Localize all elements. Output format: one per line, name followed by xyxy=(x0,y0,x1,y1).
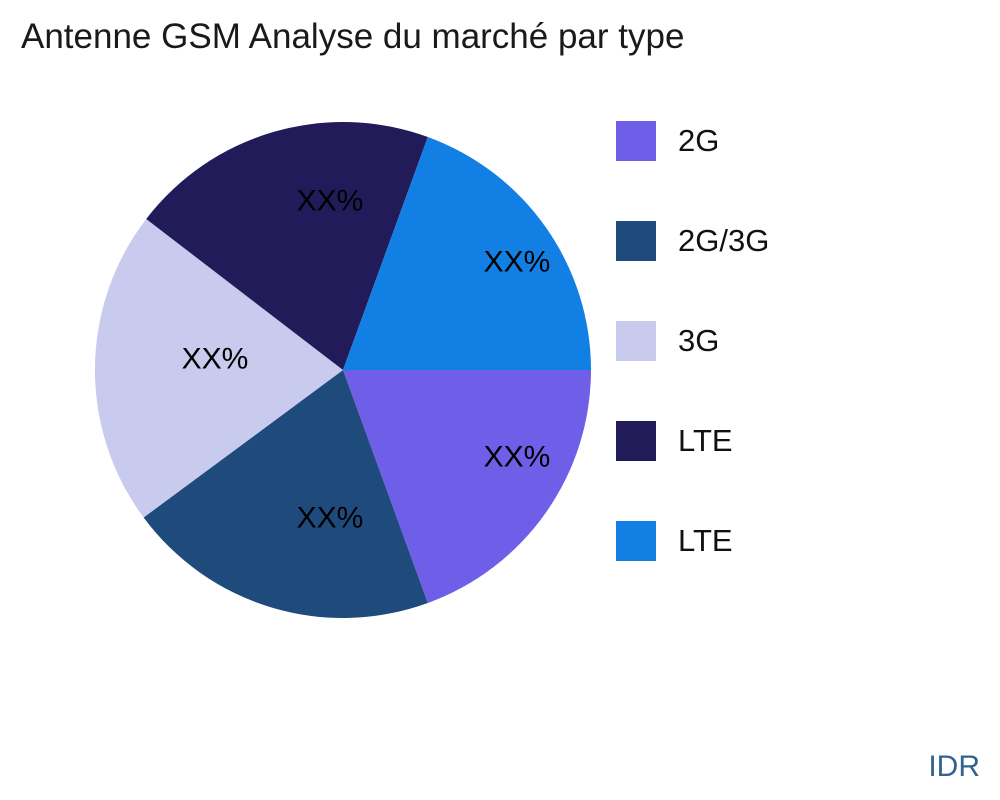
page-title: Antenne GSM Analyse du marché par type xyxy=(21,17,685,56)
legend-item-2g-3g-1: 2G/3G xyxy=(616,221,769,261)
pie-slice-2g-0 xyxy=(343,370,591,603)
pie-slice-2g-3g-1 xyxy=(143,370,428,618)
legend-label: 2G xyxy=(678,123,720,158)
pie-slice-value-label: XX% xyxy=(297,185,364,218)
legend-item-2g-0: 2G xyxy=(616,121,769,161)
pie-slice-value-label: XX% xyxy=(182,343,249,376)
legend-swatch xyxy=(616,121,656,161)
pie-slice-value-label: XX% xyxy=(484,441,551,474)
pie-slice-value-label: XX% xyxy=(484,246,551,279)
legend-label: LTE xyxy=(678,523,733,558)
legend-item-3g-2: 3G xyxy=(616,321,769,361)
pie-slice-3g-2 xyxy=(94,219,343,518)
legend-label: 3G xyxy=(678,323,720,358)
legend-swatch xyxy=(616,221,656,261)
legend-item-lte-4: LTE xyxy=(616,521,769,561)
legend-label: 2G/3G xyxy=(678,223,770,258)
pie-slice-lte-3 xyxy=(146,122,428,371)
pie-slice-value-label: XX% xyxy=(297,502,364,535)
legend-swatch xyxy=(616,421,656,461)
legend-swatch xyxy=(616,321,656,361)
watermark-idr: IDR xyxy=(928,750,980,783)
pie-slice-lte-4 xyxy=(343,137,591,370)
legend-swatch xyxy=(616,521,656,561)
legend-item-lte-3: LTE xyxy=(616,421,769,461)
legend: 2G 2G/3G 3G LTE LTE xyxy=(616,121,769,621)
legend-label: LTE xyxy=(678,423,733,458)
